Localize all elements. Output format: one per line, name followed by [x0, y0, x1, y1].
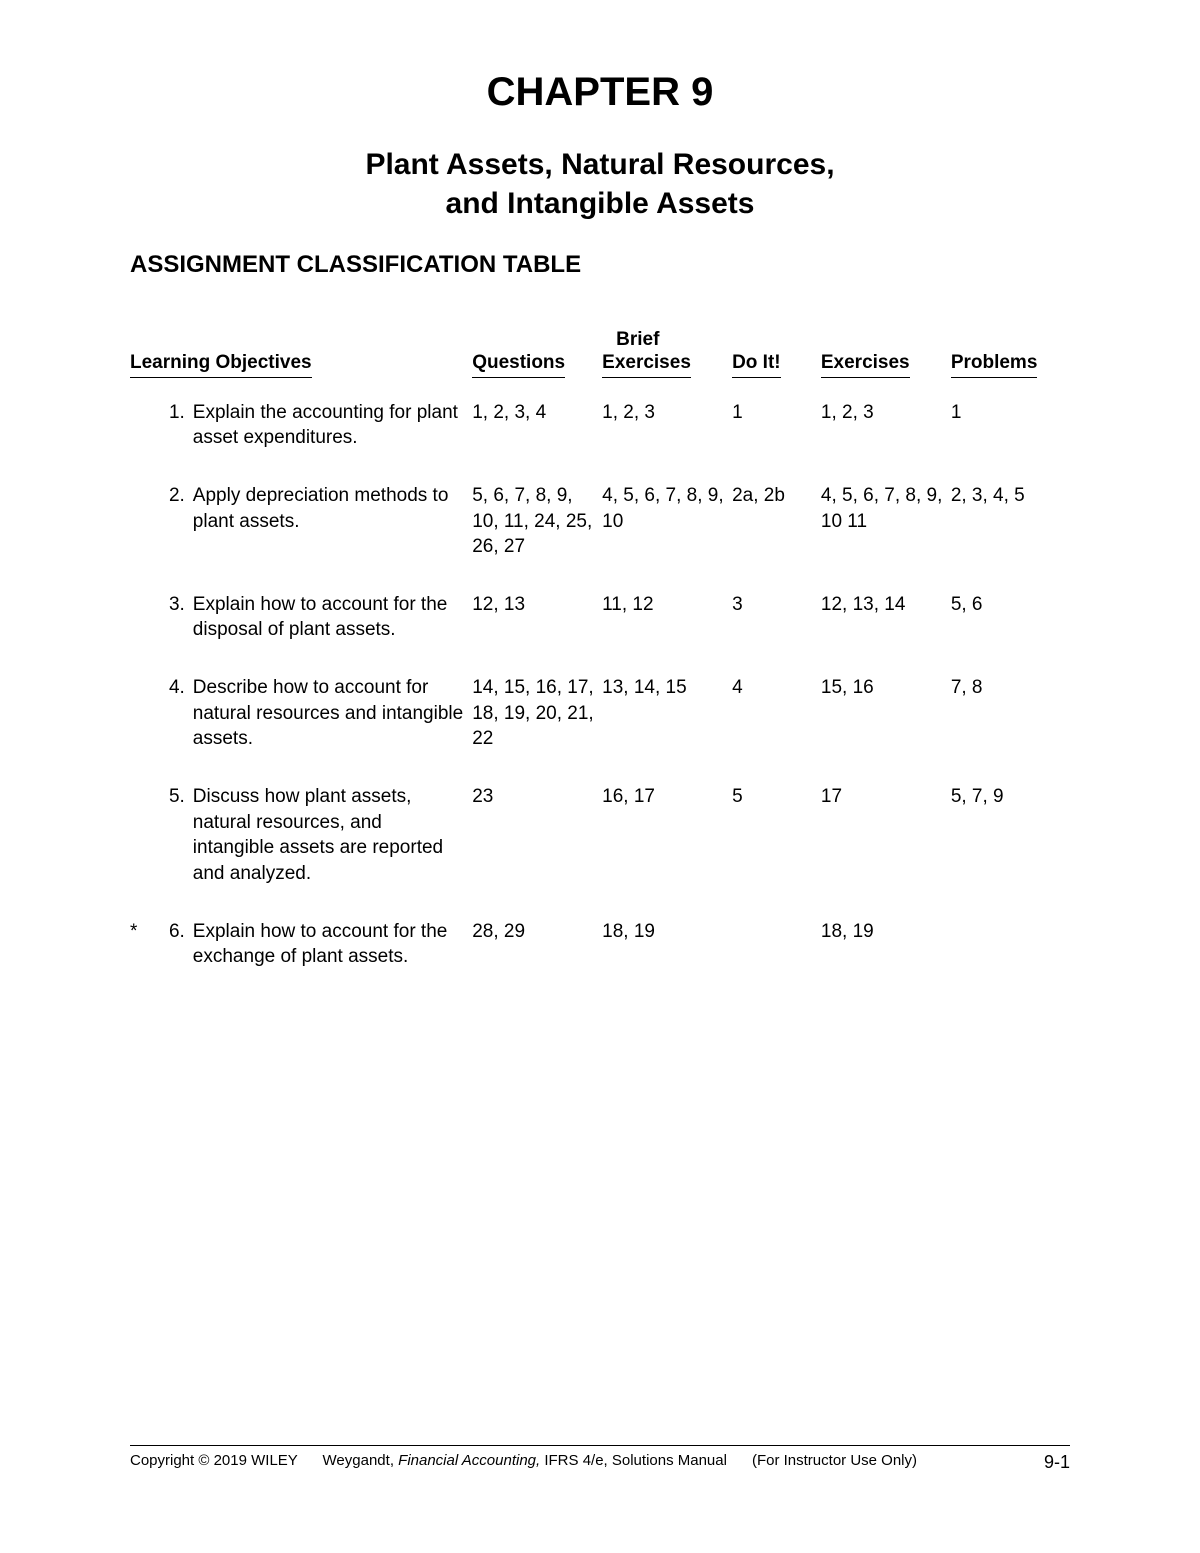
row-brief: 16, 17 — [602, 768, 732, 903]
footer-note: (For Instructor Use Only) — [752, 1452, 917, 1469]
section-title: ASSIGNMENT CLASSIFICATION TABLE — [130, 251, 1070, 279]
row-exercises: 17 — [821, 768, 951, 903]
row-doit: 1 — [732, 384, 821, 467]
row-objective: Describe how to account for natural reso… — [193, 659, 472, 768]
row-number: 1. — [156, 384, 193, 467]
header-brief-exercises: Brief Exercises — [602, 329, 732, 384]
footer-page-number: 9-1 — [1044, 1452, 1070, 1473]
row-star — [130, 768, 156, 903]
row-questions: 23 — [472, 768, 602, 903]
row-doit: 3 — [732, 576, 821, 659]
row-star: * — [130, 903, 156, 986]
row-star — [130, 659, 156, 768]
row-exercises: 18, 19 — [821, 903, 951, 986]
table-row: 2. Apply depreciation methods to plant a… — [130, 467, 1070, 576]
row-doit: 5 — [732, 768, 821, 903]
row-problems: 5, 6 — [951, 576, 1070, 659]
row-exercises: 12, 13, 14 — [821, 576, 951, 659]
row-star — [130, 576, 156, 659]
header-exercises: Exercises — [821, 329, 951, 384]
chapter-subtitle-line2: and Intangible Assets — [446, 187, 755, 220]
table-header-row: Learning Objectives Questions Brief Exer… — [130, 329, 1070, 384]
row-questions: 28, 29 — [472, 903, 602, 986]
row-brief: 11, 12 — [602, 576, 732, 659]
header-objectives: Learning Objectives — [130, 329, 472, 384]
page: CHAPTER 9 Plant Assets, Natural Resource… — [0, 0, 1200, 1553]
row-doit — [732, 903, 821, 986]
row-doit: 2a, 2b — [732, 467, 821, 576]
row-brief: 13, 14, 15 — [602, 659, 732, 768]
header-problems: Problems — [951, 329, 1070, 384]
row-number: 5. — [156, 768, 193, 903]
row-questions: 5, 6, 7, 8, 9, 10, 11, 24, 25, 26, 27 — [472, 467, 602, 576]
row-number: 4. — [156, 659, 193, 768]
row-problems: 1 — [951, 384, 1070, 467]
table-row: 4. Describe how to account for natural r… — [130, 659, 1070, 768]
row-star — [130, 467, 156, 576]
row-objective: Discuss how plant assets, natural resour… — [193, 768, 472, 903]
footer-edition: IFRS 4/e, Solutions Manual — [540, 1452, 727, 1469]
row-problems: 2, 3, 4, 5 — [951, 467, 1070, 576]
table-row: 3. Explain how to account for the dispos… — [130, 576, 1070, 659]
row-exercises: 1, 2, 3 — [821, 384, 951, 467]
footer-book: Financial Accounting, — [398, 1452, 540, 1469]
row-brief: 4, 5, 6, 7, 8, 9, 10 — [602, 467, 732, 576]
row-questions: 12, 13 — [472, 576, 602, 659]
row-problems: 7, 8 — [951, 659, 1070, 768]
row-exercises: 4, 5, 6, 7, 8, 9, 10 11 — [821, 467, 951, 576]
row-questions: 1, 2, 3, 4 — [472, 384, 602, 467]
footer-copyright: Copyright © 2019 WILEY — [130, 1452, 298, 1469]
row-problems — [951, 903, 1070, 986]
row-doit: 4 — [732, 659, 821, 768]
footer-left: Copyright © 2019 WILEY Weygandt, Financi… — [130, 1452, 917, 1473]
row-problems: 5, 7, 9 — [951, 768, 1070, 903]
row-number: 3. — [156, 576, 193, 659]
classification-table: Learning Objectives Questions Brief Exer… — [130, 329, 1070, 986]
row-questions: 14, 15, 16, 17, 18, 19, 20, 21, 22 — [472, 659, 602, 768]
chapter-title: CHAPTER 9 — [130, 70, 1070, 115]
page-footer: Copyright © 2019 WILEY Weygandt, Financi… — [130, 1445, 1070, 1473]
table-row: * 6. Explain how to account for the exch… — [130, 903, 1070, 986]
row-brief: 18, 19 — [602, 903, 732, 986]
chapter-subtitle-line1: Plant Assets, Natural Resources, — [365, 148, 834, 181]
header-questions: Questions — [472, 329, 602, 384]
footer-line: Copyright © 2019 WILEY Weygandt, Financi… — [130, 1452, 1070, 1473]
row-number: 6. — [156, 903, 193, 986]
footer-rule — [130, 1445, 1070, 1446]
row-objective: Explain the accounting for plant asset e… — [193, 384, 472, 467]
row-number: 2. — [156, 467, 193, 576]
table-row: 1. Explain the accounting for plant asse… — [130, 384, 1070, 467]
row-exercises: 15, 16 — [821, 659, 951, 768]
row-brief: 1, 2, 3 — [602, 384, 732, 467]
row-objective: Explain how to account for the exchange … — [193, 903, 472, 986]
footer-author: Weygandt, — [323, 1452, 399, 1469]
table-row: 5. Discuss how plant assets, natural res… — [130, 768, 1070, 903]
row-star — [130, 384, 156, 467]
chapter-subtitle: Plant Assets, Natural Resources, and Int… — [130, 145, 1070, 223]
row-objective: Explain how to account for the disposal … — [193, 576, 472, 659]
row-objective: Apply depreciation methods to plant asse… — [193, 467, 472, 576]
header-doit: Do It! — [732, 329, 821, 384]
